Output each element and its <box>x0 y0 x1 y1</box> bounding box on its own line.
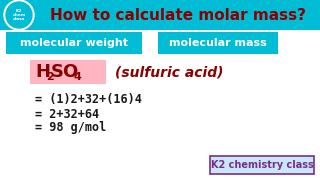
FancyBboxPatch shape <box>6 32 142 54</box>
FancyBboxPatch shape <box>210 156 314 174</box>
FancyBboxPatch shape <box>158 32 278 54</box>
Text: = 98 g/mol: = 98 g/mol <box>35 122 106 134</box>
FancyBboxPatch shape <box>30 60 106 84</box>
Text: H: H <box>35 63 50 81</box>
Text: = (1)2+32+(16)4: = (1)2+32+(16)4 <box>35 93 142 107</box>
Text: K2 chemistry class: K2 chemistry class <box>211 160 313 170</box>
Circle shape <box>6 2 32 28</box>
Text: 4: 4 <box>73 72 81 82</box>
FancyBboxPatch shape <box>0 0 320 30</box>
Text: molecular mass: molecular mass <box>169 38 267 48</box>
Text: How to calculate molar mass?: How to calculate molar mass? <box>50 8 306 22</box>
Text: 2: 2 <box>46 72 54 82</box>
Circle shape <box>4 0 34 30</box>
Text: K2
chem
class: K2 chem class <box>12 9 26 21</box>
Text: molecular weight: molecular weight <box>20 38 128 48</box>
Text: (sulfuric acid): (sulfuric acid) <box>115 65 223 79</box>
Text: = 2+32+64: = 2+32+64 <box>35 107 99 120</box>
Text: SO: SO <box>51 63 79 81</box>
